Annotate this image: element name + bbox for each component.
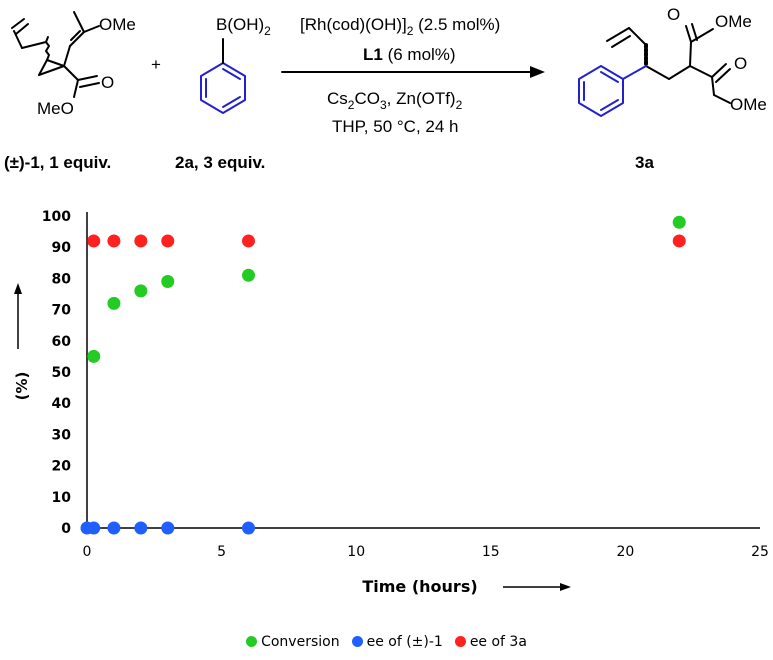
y-tick-label: 80 [52, 271, 72, 287]
data-point [107, 521, 121, 535]
x-axis-label: Time (hours) [362, 577, 477, 596]
y-tick-label: 0 [61, 521, 71, 537]
ligand-label: L1 (6 mol%) [363, 45, 456, 64]
y-tick-label: 70 [52, 303, 72, 319]
base-additive-label: Cs2CO3, Zn(OTf)2 [327, 89, 463, 112]
legend-item: ee of (±)-1 [351, 634, 443, 650]
chart-ticks: 0 10 20 30 40 50 60 70 80 90 100 0 5 10 15 20 25 [42, 209, 769, 560]
chart-legend: Conversion ee of (±)-1 ee of 3a [0, 634, 773, 650]
x-tick-label: 10 [347, 544, 365, 560]
legend-label: ee of 3a [469, 634, 527, 650]
legend-item: ee of 3a [454, 634, 527, 650]
reactant-2-label: 2a, 3 equiv. [175, 153, 265, 172]
data-point [87, 349, 101, 363]
data-point [242, 234, 256, 248]
legend-marker [454, 636, 466, 647]
data-point [672, 215, 686, 229]
x-tick-label: 20 [616, 544, 634, 560]
reactant-1-structure [11, 11, 100, 98]
x-tick-label: 0 [83, 544, 92, 560]
y-tick-label: 20 [52, 459, 72, 475]
product-ome-bottom: OMe [730, 95, 767, 114]
legend-item: Conversion [246, 634, 340, 650]
y-tick-label: 10 [52, 490, 72, 506]
catalyst-label: [Rh(cod)(OH)]2 (2.5 mol%) [300, 15, 500, 38]
product-ome-top: OMe [715, 12, 752, 31]
product-3a-structure [606, 23, 731, 104]
data-point [161, 521, 175, 535]
y-axis-label: (%) [13, 372, 31, 401]
legend-marker [351, 636, 363, 647]
scatter-chart: (%) Time (hours) 01020304050607080901000… [13, 209, 769, 596]
data-point [107, 296, 121, 310]
boronic-acid-label: B(OH)2 [216, 15, 271, 38]
conditions-label: THP, 50 °C, 24 h [332, 117, 459, 136]
phenylboronic-acid-structure [200, 62, 246, 114]
reaction-scheme: OMe O MeO + B(OH)2 [Rh(cod)(OH)]2 (2.5 m… [4, 5, 767, 172]
x-tick-label: 25 [751, 544, 769, 560]
legend-label: Conversion [261, 634, 340, 650]
product-oxygen-top: O [667, 5, 680, 24]
x-tick-label: 15 [482, 544, 500, 560]
data-point [672, 234, 686, 248]
data-point [134, 234, 148, 248]
data-point [134, 521, 148, 535]
data-point [87, 521, 101, 535]
product-label: 3a [635, 153, 654, 172]
data-point [134, 284, 148, 298]
x-axis-title-group: Time (hours) [362, 577, 571, 596]
product-phenyl-ring [578, 65, 647, 117]
reactant-1-ome-top: OMe [99, 15, 136, 34]
data-point [242, 521, 256, 535]
y-tick-label: 30 [52, 427, 72, 443]
plus-sign: + [151, 55, 161, 74]
y-tick-label: 40 [52, 396, 72, 412]
y-tick-label: 60 [52, 334, 72, 350]
x-tick-label: 5 [217, 544, 226, 560]
y-tick-label: 50 [52, 365, 72, 381]
data-point [107, 234, 121, 248]
data-point [161, 234, 175, 248]
data-point [161, 275, 175, 289]
y-tick-label: 90 [52, 240, 72, 256]
y-tick-label: 100 [42, 209, 71, 225]
chart-axes [81, 212, 760, 529]
y-axis-title: (%) [13, 283, 31, 400]
product-oxygen-bottom: O [734, 54, 747, 73]
reactant-1-label: (±)-1, 1 equiv. [4, 153, 111, 172]
reactant-1-oxygen: O [101, 73, 114, 92]
legend-marker [246, 636, 258, 647]
legend-label: ee of (±)-1 [366, 634, 443, 650]
chart-points [80, 215, 686, 535]
data-point [87, 234, 101, 248]
reactant-1-meo-bottom: MeO [37, 99, 74, 118]
data-point [242, 268, 256, 282]
